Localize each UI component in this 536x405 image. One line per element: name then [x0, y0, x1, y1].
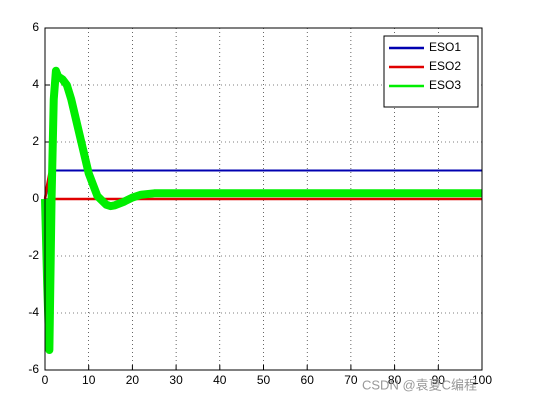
x-tick-label: 50 — [257, 373, 271, 387]
x-tick-label: 0 — [42, 373, 49, 387]
x-tick-label: 100 — [472, 373, 492, 387]
x-tick-label: 30 — [169, 373, 183, 387]
watermark: CSDN @袁夏C编程 — [362, 377, 477, 392]
x-tick-label: 70 — [344, 373, 358, 387]
x-tick-label: 60 — [301, 373, 315, 387]
x-tick-label: 40 — [213, 373, 227, 387]
legend-label: ESO2 — [429, 59, 461, 73]
x-tick-label: 20 — [126, 373, 140, 387]
plot-area: 0 10 20 30 40 50 60 70 80 90 100 -6 -4 -2 0 2 4 6 ESO1 ESO2… — [28, 20, 492, 387]
x-tick-label: 80 — [388, 373, 402, 387]
y-tick-label: 4 — [32, 77, 39, 91]
y-tick-label: -6 — [28, 362, 39, 376]
axes-box — [44, 27, 483, 371]
y-tick-label: 0 — [32, 191, 39, 205]
legend-label: ESO1 — [429, 40, 461, 54]
series-line — [41, 66, 482, 355]
x-tick-label: 10 — [82, 373, 96, 387]
x-tick-label: 90 — [432, 373, 446, 387]
y-tick-label: 6 — [32, 20, 39, 34]
y-tick-label: -4 — [28, 305, 39, 319]
legend-label: ESO3 — [429, 78, 461, 92]
y-tick-label: 2 — [32, 134, 39, 148]
y-tick-label: -2 — [28, 248, 39, 262]
legend: ESO1 ESO2 ESO3 — [383, 35, 479, 108]
